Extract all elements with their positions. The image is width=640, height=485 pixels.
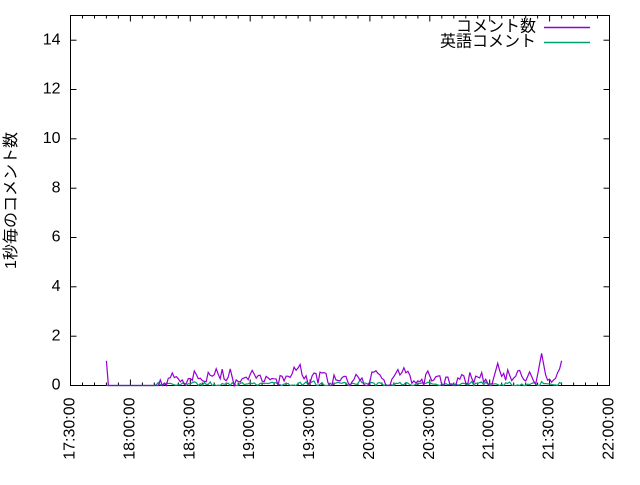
svg-text:17:30:00: 17:30:00 — [62, 397, 79, 459]
svg-text:21:30:00: 21:30:00 — [541, 397, 558, 459]
svg-text:22:00:00: 22:00:00 — [601, 397, 618, 459]
svg-text:20:30:00: 20:30:00 — [421, 397, 438, 459]
svg-text:4: 4 — [52, 278, 61, 295]
svg-text:6: 6 — [52, 229, 61, 246]
svg-text:1秒毎のコメント数: 1秒毎のコメント数 — [2, 132, 20, 269]
svg-text:19:00:00: 19:00:00 — [241, 397, 258, 459]
svg-text:19:30:00: 19:30:00 — [301, 397, 318, 459]
svg-text:2: 2 — [52, 327, 61, 344]
svg-text:英語コメント: 英語コメント — [440, 33, 536, 51]
svg-text:20:00:00: 20:00:00 — [361, 397, 378, 459]
svg-text:0: 0 — [52, 377, 61, 394]
svg-text:8: 8 — [52, 179, 61, 196]
svg-text:18:30:00: 18:30:00 — [181, 397, 198, 459]
svg-text:14: 14 — [43, 31, 61, 48]
svg-text:12: 12 — [43, 81, 61, 98]
svg-text:18:00:00: 18:00:00 — [121, 397, 138, 459]
svg-text:10: 10 — [43, 130, 61, 147]
svg-text:21:00:00: 21:00:00 — [481, 397, 498, 459]
